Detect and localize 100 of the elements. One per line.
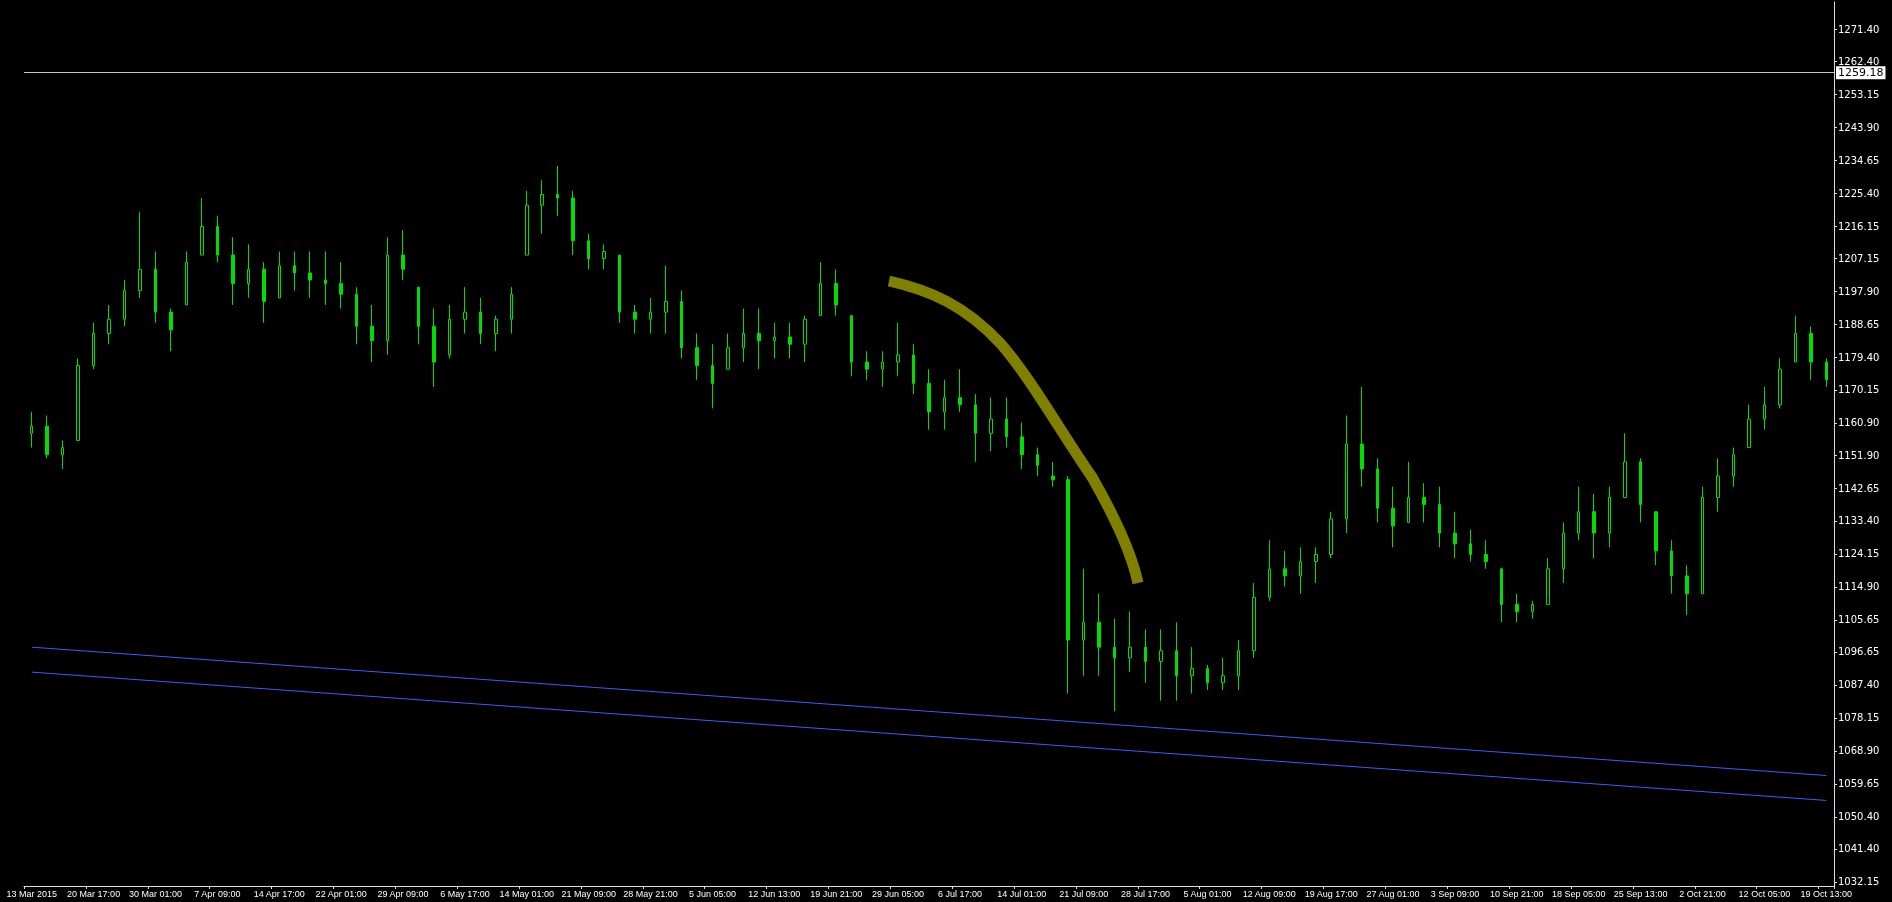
candlestick [123, 279, 126, 327]
candlestick [974, 393, 977, 463]
y-tick-label: 1262.40 [1838, 55, 1880, 67]
candlestick [1484, 539, 1488, 570]
candlestick [231, 236, 235, 306]
candlestick [1515, 593, 1519, 623]
y-tick-label: 1234.65 [1838, 154, 1880, 166]
x-tick-label: 14 Jul 01:00 [997, 888, 1047, 899]
candlestick [293, 251, 296, 292]
y-tick-label: 1253.15 [1838, 88, 1880, 100]
candlestick [1438, 486, 1441, 548]
x-tick-label: 19 Jun 21:00 [810, 888, 863, 899]
candlestick [834, 268, 838, 317]
y-tick-label: 1124.15 [1838, 548, 1880, 560]
y-tick-label: 1207.15 [1838, 252, 1880, 264]
x-tick-label: 14 May 01:00 [499, 888, 555, 899]
candlestick [1221, 657, 1225, 691]
candlestick [958, 368, 962, 413]
candlestick [1732, 447, 1735, 488]
candlestick [757, 308, 761, 370]
candlestick [1051, 461, 1055, 488]
candlestick [618, 254, 621, 324]
ref-line-label: 1259.18 [1838, 66, 1884, 80]
y-tick-label: 1059.65 [1838, 778, 1880, 790]
y-tick-label: 1087.40 [1838, 679, 1880, 691]
y-tick-label: 1243.90 [1838, 121, 1880, 133]
y-tick-label: 1105.65 [1838, 614, 1880, 626]
y-tick-label: 1078.15 [1838, 712, 1880, 724]
candlestick [1407, 461, 1410, 523]
candlestick [912, 343, 915, 395]
candlestick [169, 308, 173, 352]
y-tick-label: 1133.40 [1838, 515, 1880, 527]
candlestick [324, 251, 327, 306]
candlestick [308, 251, 312, 299]
x-tick-label: 13 Mar 2015 [6, 888, 58, 899]
candlestick [1654, 511, 1658, 566]
candlestick [1329, 511, 1333, 559]
y-tick-label: 1068.90 [1838, 745, 1880, 757]
candlestick [1360, 386, 1364, 488]
candlestick [1113, 618, 1116, 712]
y-tick-label: 1225.40 [1838, 187, 1880, 199]
x-tick-label: 10 Sep 21:00 [1490, 888, 1544, 899]
x-tick-label: 5 Jun 05:00 [688, 888, 736, 899]
candlestick [262, 261, 266, 324]
x-tick-label: 7 Apr 09:00 [194, 888, 241, 899]
candlestick [138, 211, 142, 299]
candlestick [1128, 611, 1132, 673]
x-tick-label: 29 Jun 05:00 [872, 888, 925, 899]
candlestick [695, 333, 699, 381]
x-tick-label: 29 Apr 09:00 [377, 888, 429, 899]
candlestick [1345, 414, 1348, 534]
candlestick [1252, 582, 1256, 659]
candlestick [494, 315, 498, 352]
candlestick [1082, 568, 1085, 677]
x-tick-label: 21 May 09:00 [561, 888, 616, 899]
candlestick [943, 379, 946, 431]
candlestick [185, 251, 188, 306]
candlestick [61, 439, 64, 470]
candlestick [247, 243, 250, 299]
x-tick-label: 12 Aug 09:00 [1242, 888, 1296, 899]
candlestick [216, 215, 219, 263]
y-tick-label: 1050.40 [1838, 811, 1880, 823]
y-tick-label: 1179.40 [1838, 351, 1880, 363]
candlestick [819, 261, 822, 317]
y-tick-label: 1188.65 [1838, 318, 1880, 330]
candlestick [154, 251, 157, 324]
candlestick [1747, 404, 1751, 449]
x-tick-label: 20 Mar 17:00 [67, 888, 121, 899]
y-tick-label: 1151.90 [1838, 449, 1880, 461]
candlestick [1097, 593, 1101, 677]
candlestick [1299, 546, 1302, 595]
candlestick [989, 397, 993, 452]
candlestick [386, 236, 389, 356]
candlestick [401, 229, 405, 281]
candlestick [1036, 447, 1039, 477]
candlestick [1825, 357, 1828, 388]
y-tick-label: 1096.65 [1838, 646, 1880, 658]
x-tick-label: 19 Aug 17:00 [1304, 888, 1358, 899]
candlestick [1206, 664, 1209, 691]
candlestick [587, 233, 590, 270]
candlestick [1469, 529, 1472, 563]
candlestick [1670, 539, 1673, 595]
candlestick [1562, 521, 1565, 584]
candlestick [881, 350, 884, 388]
candlestick [1701, 486, 1704, 595]
x-tick-label: 28 May 21:00 [623, 888, 678, 899]
candlestick [107, 304, 111, 345]
candlestick [1639, 457, 1642, 523]
candlestick [1175, 621, 1178, 702]
y-tick-label: 1142.65 [1838, 482, 1880, 494]
candlestick [339, 261, 343, 310]
candlestick [1592, 493, 1596, 559]
candlestick [1716, 457, 1720, 513]
candlestick [1778, 357, 1782, 409]
candlestick [76, 357, 80, 441]
candlestick [803, 315, 807, 363]
candlestick [1794, 315, 1797, 363]
candlestick [463, 286, 467, 334]
candlestick [1144, 628, 1147, 684]
candlestick [355, 286, 358, 345]
